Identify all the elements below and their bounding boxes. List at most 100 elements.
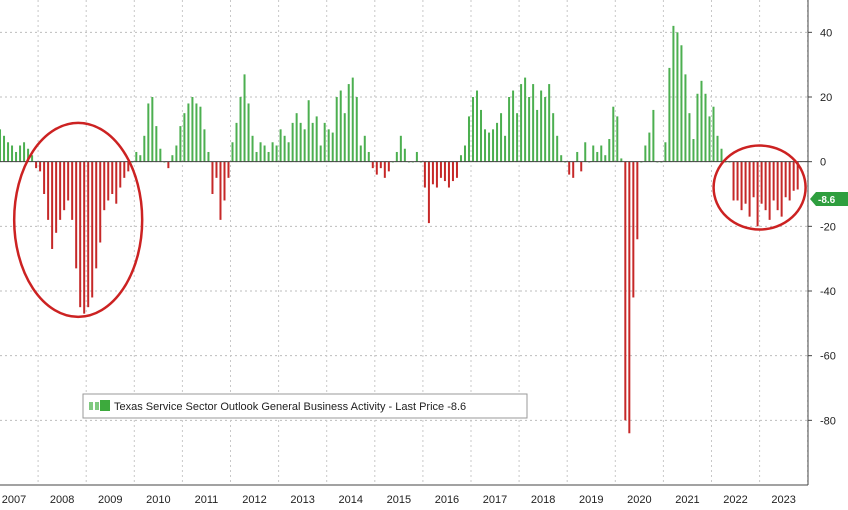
bar xyxy=(59,161,62,220)
bar xyxy=(772,161,775,201)
y-tick-label: -60 xyxy=(820,351,836,363)
bar xyxy=(500,113,503,162)
bar xyxy=(508,97,511,162)
bar xyxy=(484,129,487,162)
bar xyxy=(383,161,386,178)
bar xyxy=(520,84,523,162)
bar xyxy=(488,132,491,162)
bar xyxy=(339,90,342,162)
bar xyxy=(275,145,278,162)
bar xyxy=(147,103,150,162)
bar xyxy=(788,161,791,201)
bar xyxy=(704,93,707,162)
bar xyxy=(39,161,42,172)
highlight-ellipse xyxy=(712,144,807,231)
bar xyxy=(764,161,767,211)
bar xyxy=(668,67,671,162)
bar xyxy=(431,161,434,185)
bar xyxy=(103,161,106,211)
bar xyxy=(568,161,571,175)
bar xyxy=(443,161,446,182)
bar xyxy=(251,135,254,162)
bar xyxy=(335,97,338,162)
x-tick-label: 2008 xyxy=(50,494,74,506)
bar xyxy=(215,161,218,178)
bar xyxy=(143,135,146,162)
bar xyxy=(744,161,747,204)
bar xyxy=(512,90,515,162)
bar xyxy=(279,129,282,162)
bar xyxy=(27,148,30,162)
bar xyxy=(55,161,58,233)
bar xyxy=(596,151,599,162)
bar xyxy=(311,122,314,162)
bar xyxy=(351,77,354,162)
bar xyxy=(307,100,310,162)
bar xyxy=(776,161,779,211)
bar xyxy=(768,161,771,220)
y-tick-label: -20 xyxy=(820,221,836,233)
bar xyxy=(740,161,743,211)
bar xyxy=(455,161,458,178)
bar xyxy=(0,129,2,162)
bar xyxy=(91,161,94,298)
bar xyxy=(19,145,22,162)
bar xyxy=(367,151,370,162)
bar xyxy=(127,161,130,172)
bar xyxy=(71,161,74,220)
bar xyxy=(47,161,50,220)
bar xyxy=(504,135,507,162)
bar xyxy=(600,145,603,162)
y-axis: 40 20 0 -20 -40 -60 -80 xyxy=(0,0,836,485)
bar xyxy=(355,97,358,162)
bar xyxy=(95,161,98,269)
bar xyxy=(223,161,226,201)
bar xyxy=(183,113,186,162)
bar xyxy=(780,161,783,217)
bar xyxy=(648,132,651,162)
bar xyxy=(792,161,795,191)
bar xyxy=(796,161,799,190)
bar xyxy=(287,142,290,162)
bar xyxy=(620,158,623,162)
bar xyxy=(63,161,66,211)
bar xyxy=(23,142,26,162)
bar xyxy=(451,161,454,182)
bar xyxy=(676,32,679,162)
bar xyxy=(211,161,214,194)
bar xyxy=(716,135,719,162)
bar xyxy=(343,113,346,162)
bar xyxy=(99,161,102,243)
bar xyxy=(696,93,699,162)
bar xyxy=(371,161,374,169)
bar xyxy=(532,84,535,162)
bar xyxy=(187,103,190,162)
bar xyxy=(323,122,326,162)
bar xyxy=(123,161,126,178)
bar xyxy=(496,122,499,162)
bar xyxy=(155,126,158,162)
bar xyxy=(111,161,114,194)
bar xyxy=(680,45,683,162)
x-tick-label: 2007 xyxy=(2,494,26,506)
bar xyxy=(31,155,34,162)
highlight-ellipse xyxy=(12,121,144,319)
bar xyxy=(227,161,230,178)
y-tick-label: -80 xyxy=(820,415,836,427)
bar xyxy=(700,80,703,162)
bar xyxy=(556,135,559,162)
bar xyxy=(331,132,334,162)
legend-swatch xyxy=(100,400,110,411)
x-tick-label: 2022 xyxy=(723,494,747,506)
bar xyxy=(247,103,250,162)
bar xyxy=(291,122,294,162)
bar xyxy=(75,161,78,269)
bar xyxy=(7,142,10,162)
x-axis: 2007 2008 2009 2010 2011 2012 2013 2014 2015 2016… xyxy=(0,484,808,506)
x-tick-label: 2015 xyxy=(387,494,411,506)
bar xyxy=(231,142,234,162)
bar xyxy=(219,161,222,220)
y-tick-label: 40 xyxy=(820,27,832,39)
x-tick-label: 2010 xyxy=(146,494,170,506)
